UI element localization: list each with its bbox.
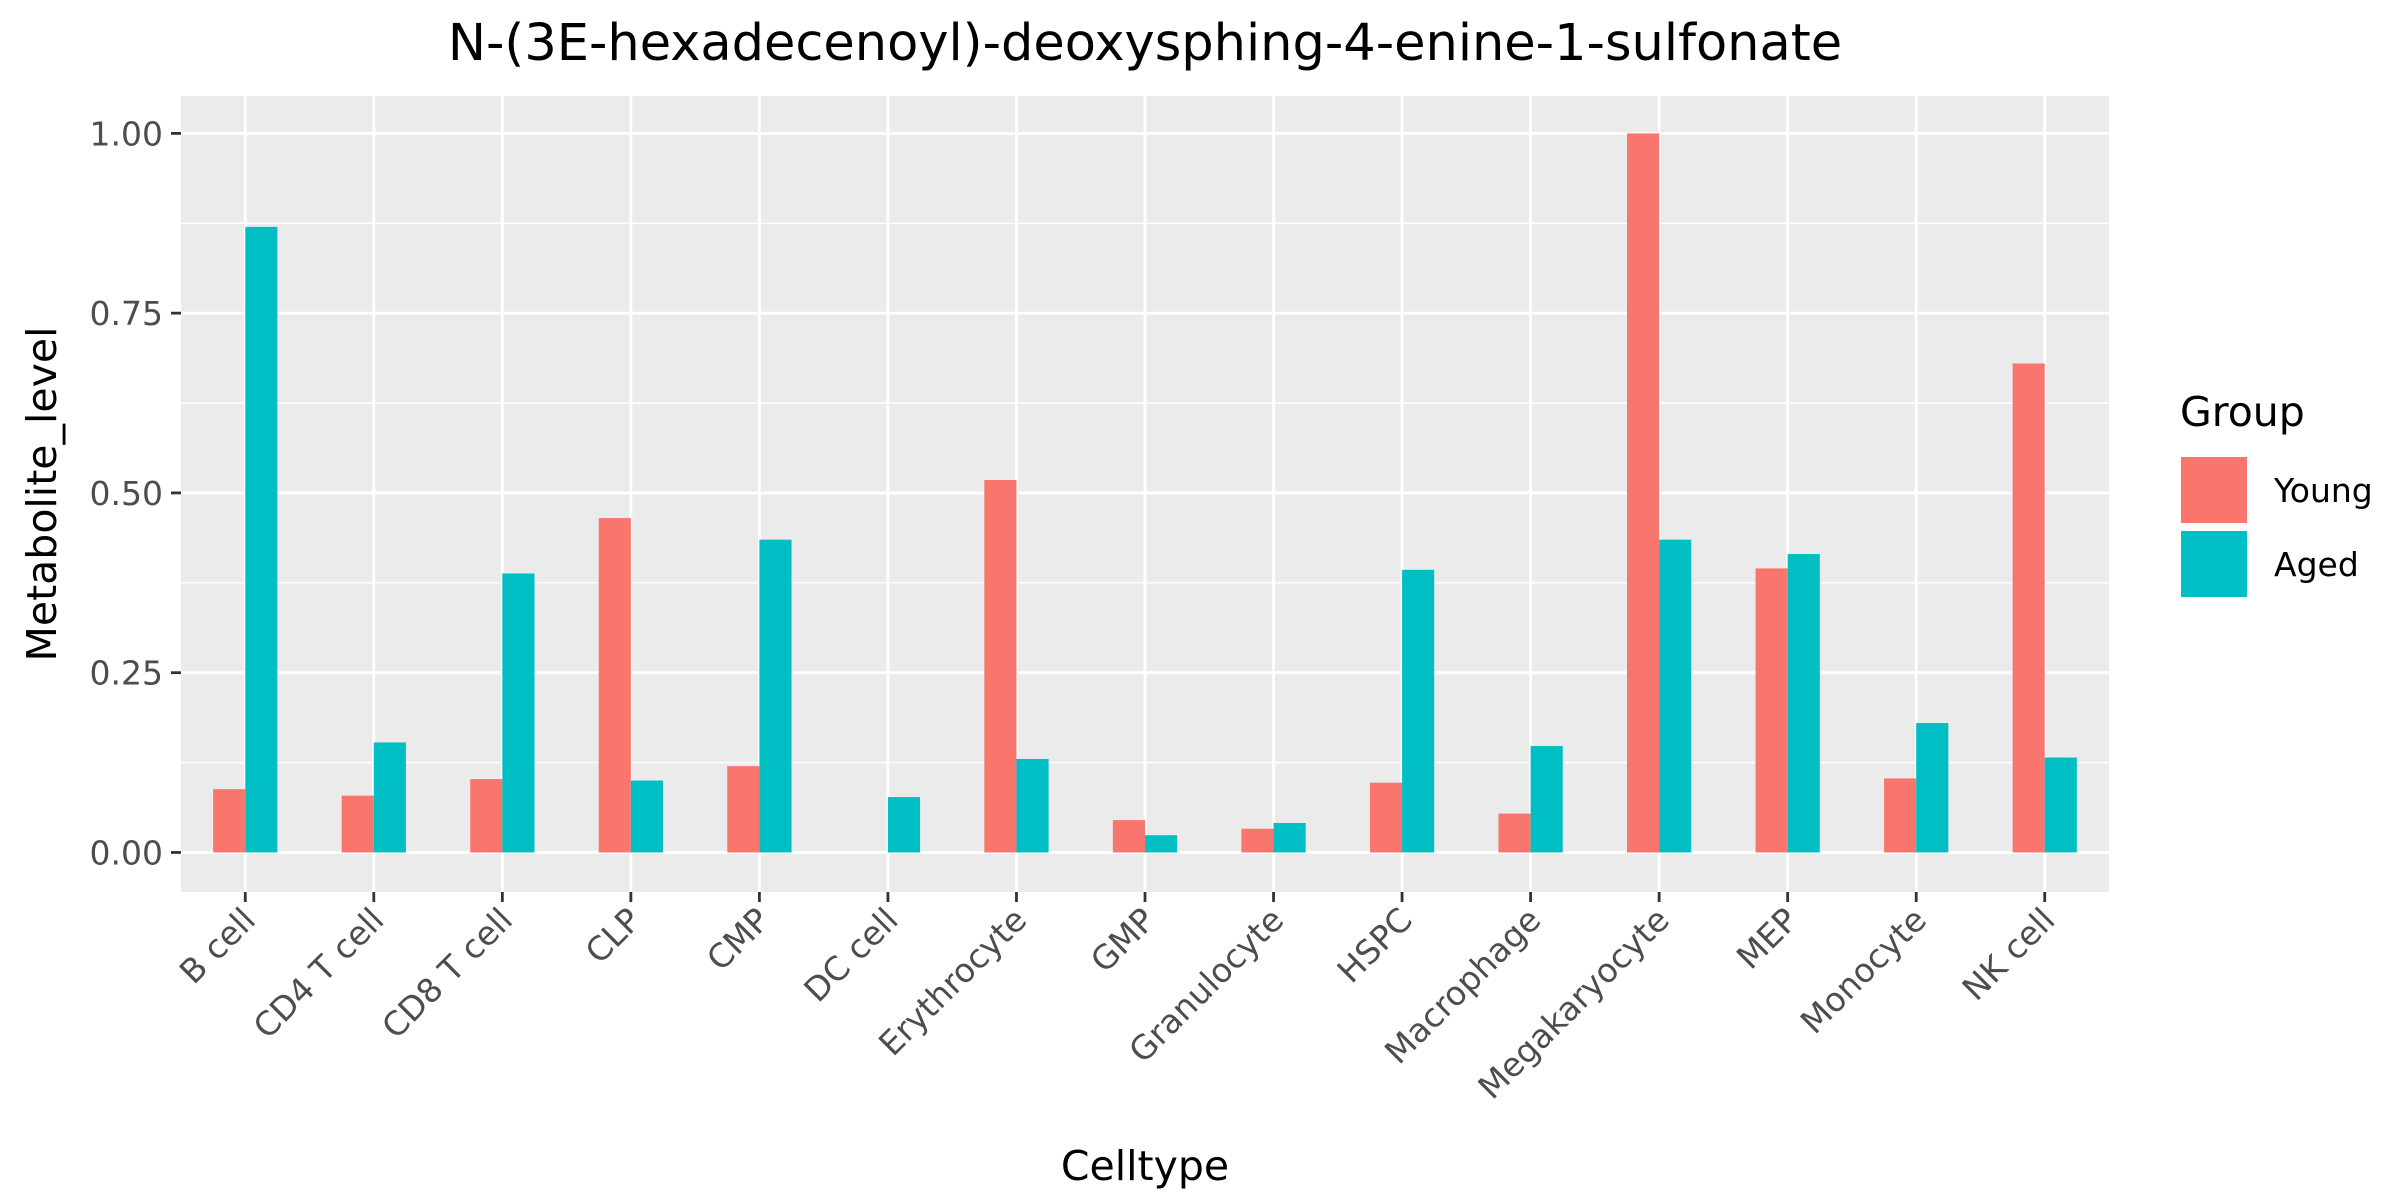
x-tick-label: NK cell <box>1954 900 2062 1008</box>
legend-label-aged: Aged <box>2274 545 2359 584</box>
x-tick-label: CD8 T cell <box>374 900 520 1046</box>
y-tick-label: 1.00 <box>90 114 163 153</box>
x-tick-label: CMP <box>699 900 777 978</box>
bar-young-megakaryocyte <box>1627 133 1660 853</box>
bar-young-macrophage <box>1498 813 1531 853</box>
bar-aged-cmp <box>759 539 792 853</box>
bar-aged-cd8-t-cell <box>502 573 535 853</box>
legend: Group Young Aged <box>2180 388 2373 597</box>
bar-young-cd8-t-cell <box>470 779 503 853</box>
bar-aged-monocyte <box>1916 723 1949 853</box>
bar-young-hspc <box>1369 782 1403 853</box>
x-tick-label: CD4 T cell <box>246 900 392 1046</box>
bar-aged-hspc <box>1402 569 1435 853</box>
legend-title: Group <box>2180 388 2305 436</box>
bar-aged-cd4-t-cell <box>373 742 406 853</box>
bar-aged-erythrocyte <box>1016 758 1049 853</box>
x-tick-label: Monocyte <box>1793 900 1934 1041</box>
y-tick-label: 0.00 <box>90 833 163 872</box>
bar-aged-clp <box>630 780 663 853</box>
bar-aged-nk-cell <box>2044 757 2077 853</box>
y-tick-label: 0.75 <box>90 294 163 333</box>
x-tick-label: DC cell <box>796 900 905 1009</box>
y-axis-title: Metabolite_level <box>18 327 66 662</box>
x-tick-label: HSPC <box>1329 900 1419 990</box>
x-axis-title: Celltype <box>1061 1142 1229 1190</box>
legend-swatch-aged <box>2181 531 2247 597</box>
bar-young-cd4-t-cell <box>341 795 374 853</box>
bar-young-b-cell <box>213 789 246 853</box>
x-tick-label: GMP <box>1083 900 1163 980</box>
bar-aged-dc-cell <box>887 797 921 853</box>
bar-young-nk-cell <box>2012 363 2045 853</box>
x-tick-label: CLP <box>578 900 649 971</box>
bar-aged-gmp <box>1145 835 1178 853</box>
legend-label-young: Young <box>2273 471 2373 510</box>
legend-swatch-young <box>2181 457 2247 523</box>
y-tick-label: 0.50 <box>90 474 163 513</box>
bar-young-cmp <box>727 766 760 853</box>
x-tick-label: MEP <box>1729 900 1806 977</box>
bar-aged-b-cell <box>245 226 278 853</box>
bars <box>213 133 2077 853</box>
bar-young-granulocyte <box>1241 828 1274 853</box>
bar-young-gmp <box>1112 820 1145 853</box>
x-tick-label: B cell <box>172 900 263 991</box>
bar-young-monocyte <box>1884 778 1917 853</box>
bar-young-clp <box>598 518 631 853</box>
chart-title: N-(3E-hexadecenoyl)-deoxysphing-4-enine-… <box>448 14 1842 73</box>
y-tick-label: 0.25 <box>90 654 163 693</box>
bar-aged-megakaryocyte <box>1659 539 1692 853</box>
bar-young-mep <box>1755 568 1788 853</box>
bar-aged-granulocyte <box>1273 822 1306 853</box>
bar-aged-mep <box>1787 554 1820 853</box>
bar-aged-macrophage <box>1530 746 1563 853</box>
bar-young-erythrocyte <box>984 479 1017 853</box>
y-axis: 0.00 0.25 0.50 0.75 1.00 <box>90 114 181 872</box>
